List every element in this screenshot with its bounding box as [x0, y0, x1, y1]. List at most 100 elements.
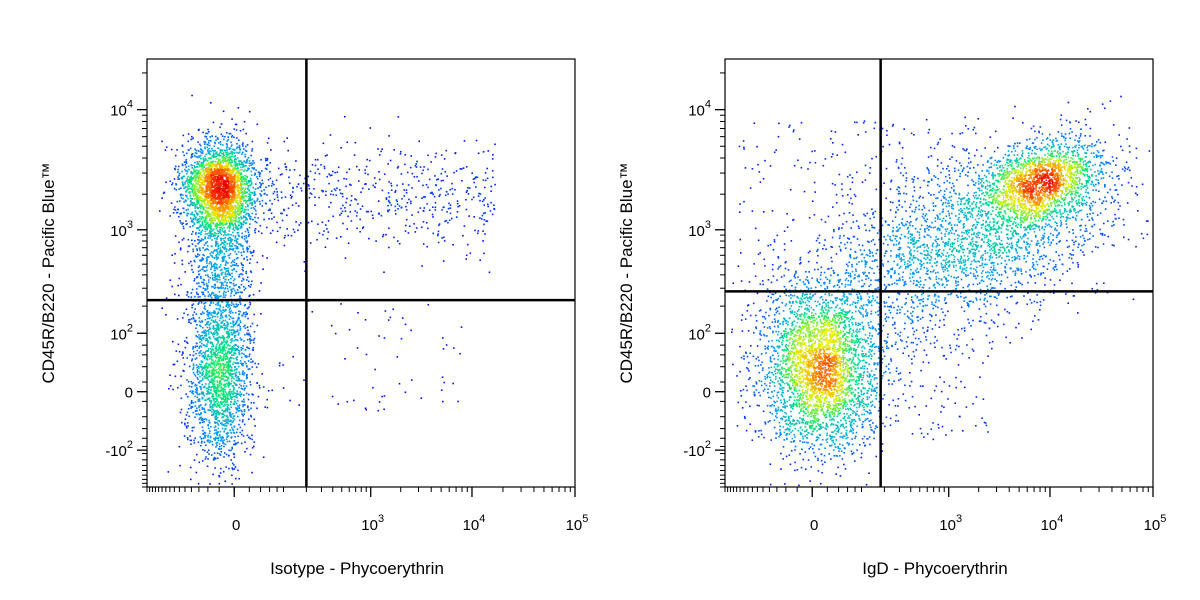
- event-dot: [216, 191, 218, 193]
- event-dot: [207, 150, 209, 153]
- event-dot: [201, 406, 204, 409]
- event-dot: [197, 170, 200, 172]
- event-dot: [192, 184, 194, 187]
- event-dot: [243, 148, 245, 150]
- event-dot: [215, 213, 218, 216]
- event-dot: [213, 210, 216, 213]
- event-dot: [187, 250, 189, 253]
- event-dot: [228, 177, 230, 180]
- event-dot: [236, 146, 239, 148]
- event-dot: [192, 217, 195, 219]
- event-dot: [222, 110, 225, 113]
- event-dot: [239, 227, 242, 229]
- event-dot: [237, 380, 240, 382]
- event-dot: [214, 403, 216, 406]
- event-dot: [217, 375, 220, 377]
- event-dot: [192, 364, 195, 367]
- event-dot: [225, 191, 227, 193]
- event-dot: [222, 355, 225, 358]
- event-dot: [185, 162, 188, 164]
- event-dot: [245, 180, 248, 183]
- event-dot: [242, 215, 245, 217]
- event-dot: [214, 389, 217, 392]
- event-dot: [196, 255, 199, 258]
- event-dot: [161, 197, 163, 199]
- event-dot: [218, 191, 220, 193]
- event-dot: [209, 252, 212, 255]
- event-dot: [195, 357, 198, 359]
- event-dot: [214, 319, 217, 321]
- event-dot: [234, 331, 236, 334]
- event-dot: [194, 240, 196, 242]
- event-dot: [210, 348, 212, 350]
- event-dot: [213, 429, 216, 431]
- event-dot: [215, 357, 218, 359]
- event-dot: [197, 163, 199, 165]
- event-dot: [223, 154, 225, 156]
- event-dot: [212, 152, 215, 154]
- event-dot: [232, 228, 234, 230]
- event-dot: [199, 154, 202, 157]
- event-dot: [196, 293, 198, 295]
- event-dot: [195, 169, 198, 171]
- event-dot: [201, 200, 203, 202]
- event-dot: [196, 177, 198, 179]
- event-dot: [246, 365, 248, 368]
- event-dot: [244, 188, 247, 191]
- event-dot: [234, 375, 237, 378]
- event-dot: [217, 301, 220, 303]
- event-dot: [237, 221, 240, 223]
- event-dot: [226, 210, 229, 213]
- event-dot: [192, 225, 194, 227]
- event-dot: [212, 458, 215, 461]
- event-dot: [273, 183, 275, 186]
- event-dot: [195, 199, 198, 201]
- event-dot: [245, 175, 248, 178]
- event-dot: [209, 196, 212, 198]
- event-dot: [201, 178, 203, 181]
- event-dot: [236, 390, 238, 392]
- event-dot: [185, 336, 188, 339]
- event-dot: [211, 403, 214, 406]
- event-dot: [215, 165, 217, 167]
- event-dot: [233, 330, 235, 332]
- event-dot: [231, 144, 233, 146]
- event-dot: [186, 437, 189, 439]
- event-dot: [217, 386, 220, 389]
- event-dot: [199, 269, 202, 272]
- event-dot: [188, 185, 190, 187]
- event-dot: [190, 176, 192, 179]
- event-dot: [210, 185, 213, 188]
- event-dot: [165, 297, 168, 299]
- event-dot: [219, 155, 222, 157]
- event-dot: [204, 295, 206, 297]
- event-dot: [240, 244, 242, 247]
- event-dot: [215, 446, 217, 448]
- event-dot: [221, 398, 223, 401]
- event-dot: [214, 197, 217, 200]
- event-dot: [223, 323, 226, 325]
- event-dot: [214, 436, 217, 439]
- event-dot: [248, 393, 250, 396]
- event-dot: [207, 184, 210, 187]
- event-dot: [248, 332, 250, 335]
- event-dot: [219, 390, 222, 392]
- event-dot: [229, 316, 232, 318]
- event-dot: [227, 136, 229, 138]
- event-dot: [228, 314, 230, 317]
- event-dot: [231, 189, 234, 192]
- event-dot: [224, 233, 226, 235]
- event-dot: [210, 228, 213, 230]
- event-dot: [217, 390, 219, 392]
- event-dot: [194, 416, 196, 418]
- event-dot: [238, 151, 241, 154]
- event-dot: [229, 191, 232, 193]
- event-dot: [229, 217, 231, 219]
- event-dot: [234, 443, 237, 446]
- event-dot: [195, 291, 198, 294]
- event-dot: [219, 250, 221, 252]
- event-dot: [226, 268, 228, 270]
- event-dot: [243, 387, 246, 390]
- event-dot: [228, 214, 231, 217]
- event-dot: [219, 380, 221, 382]
